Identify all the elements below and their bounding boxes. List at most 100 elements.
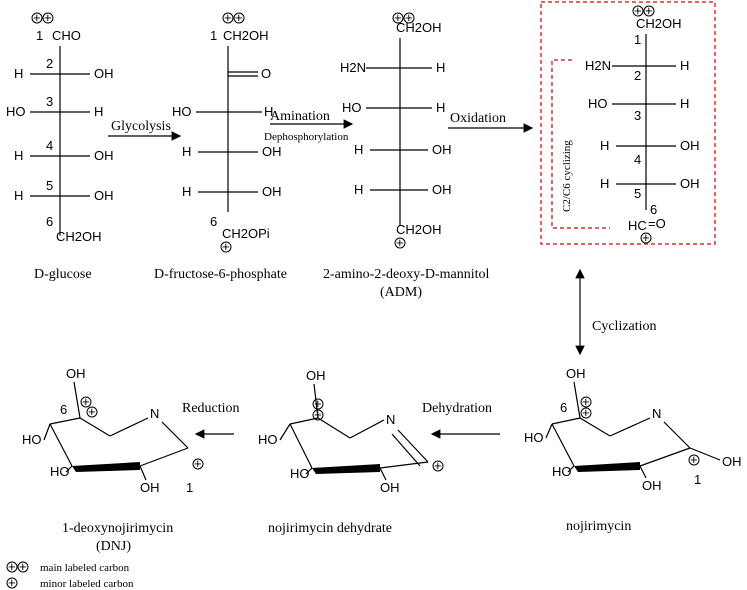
svg-text:4: 4 [46,138,53,153]
legend-minor: minor labeled carbon [40,578,134,590]
svg-text:+: + [8,575,16,590]
svg-text:1: 1 [186,480,193,495]
svg-text:+: + [434,458,442,473]
svg-text:OH: OH [432,142,452,157]
svg-text:H: H [600,138,609,153]
cho-group: CHO [52,28,81,43]
svg-text:1: 1 [694,472,701,487]
svg-text:+: + [222,239,230,254]
svg-text:+: + [235,10,243,25]
svg-text:OH: OH [306,368,326,383]
legend-main: main labeled carbon [40,562,130,574]
aldehyde-structure: + + CH2OH 1 2 H2N H 3 HO H 4 H OH 5 H OH… [585,3,700,245]
svg-text:3: 3 [634,108,641,123]
svg-text:H: H [354,182,363,197]
svg-text:H: H [14,148,23,163]
svg-text:HO: HO [290,466,310,481]
svg-text:H: H [94,104,103,119]
svg-text:+: + [44,10,52,25]
svg-text:N: N [386,412,395,427]
cyclizing-bracket [551,59,610,229]
svg-text:HO: HO [524,430,544,445]
svg-text:+: + [8,559,16,574]
svg-text:+: + [582,405,590,420]
svg-text:+: + [194,456,202,471]
svg-text:2: 2 [634,68,641,83]
svg-text:+: + [642,230,650,245]
svg-text:6: 6 [210,214,217,229]
svg-text:CH2OH: CH2OH [396,222,442,237]
glucose-structure: + + 1 CHO 2 H OH 3 HO H 4 H OH 5 H OH 6 … [6,10,114,244]
svg-text:6: 6 [46,214,53,229]
svg-text:H2N: H2N [585,58,611,73]
nojirimycin-label: nojirimycin [566,519,631,534]
svg-text:1: 1 [210,28,217,43]
dnj-structure: OH + + 6 N HO HO OH + 1 [22,366,204,495]
svg-text:H2N: H2N [340,60,366,75]
svg-text:OH: OH [94,188,114,203]
svg-text:H: H [14,66,23,81]
svg-text:OH: OH [262,184,282,199]
dephosphorylation-label: Dephosphorylation [264,131,349,143]
svg-text:HO: HO [342,100,362,115]
svg-text:=O: =O [648,216,666,231]
svg-text:+: + [82,394,90,409]
svg-text:OH: OH [140,480,160,495]
svg-text:+: + [690,452,698,467]
svg-text:OH: OH [262,144,282,159]
svg-text:H: H [680,58,689,73]
dnj-label-1: 1-deoxynojirimycin [62,521,173,536]
svg-text:CH2OPi: CH2OPi [222,226,270,241]
nojirimycin-structure: OH + + 6 N HO HO OH + 1 OH [524,366,742,493]
cyclization-label: Cyclization [592,319,657,334]
svg-text:5: 5 [634,186,641,201]
fructose-label: D-fructose-6-phosphate [154,267,287,282]
svg-text:H: H [182,184,191,199]
svg-text:CH2OH: CH2OH [396,20,442,35]
svg-text:O: O [261,66,271,81]
svg-text:6: 6 [650,202,657,217]
glucose-label: D-glucose [34,267,92,282]
svg-text:H: H [600,176,609,191]
svg-text:H: H [436,60,445,75]
svg-text:OH: OH [566,366,586,381]
fructose-structure: + + 1 CH2OH O HO H H OH H OH 6 CH2OPi + [172,10,282,254]
dehydration-label: Dehydration [422,401,492,416]
svg-text:HO: HO [258,432,278,447]
svg-text:HO: HO [172,104,192,119]
svg-text:6: 6 [560,400,567,415]
svg-text:+: + [224,10,232,25]
svg-text:OH: OH [722,454,742,469]
svg-text:+: + [314,396,322,411]
svg-text:N: N [150,406,159,421]
svg-text:H: H [182,144,191,159]
oxidation-label: Oxidation [450,111,506,126]
svg-text:H: H [436,100,445,115]
svg-text:6: 6 [60,402,67,417]
dnj-label-2: (DNJ) [96,539,131,554]
adm-structure: + + CH2OH H2N H HO H H OH H OH CH2OH + [340,10,452,250]
glycolysis-label: Glycolysis [111,119,171,134]
dehydrate-structure: OH + + N HO HO OH + [258,368,444,495]
cyclizing-label: C2/C6 cyclizing [561,140,573,212]
svg-text:+: + [314,407,322,422]
svg-text:+: + [394,10,402,25]
svg-text:+: + [634,3,642,18]
svg-text:+: + [645,3,653,18]
svg-text:+: + [19,559,27,574]
svg-text:+: + [33,10,41,25]
svg-text:+: + [582,394,590,409]
legend: + + main labeled carbon + minor labeled … [6,559,134,590]
svg-text:OH: OH [642,478,662,493]
svg-text:2: 2 [46,56,53,71]
svg-text:+: + [405,10,413,25]
svg-text:N: N [652,406,661,421]
double-label-marker: + + [31,10,54,25]
highlight-box [540,1,716,245]
reduction-label: Reduction [182,401,240,416]
svg-text:4: 4 [634,152,641,167]
svg-text:5: 5 [46,178,53,193]
svg-text:OH: OH [94,66,114,81]
